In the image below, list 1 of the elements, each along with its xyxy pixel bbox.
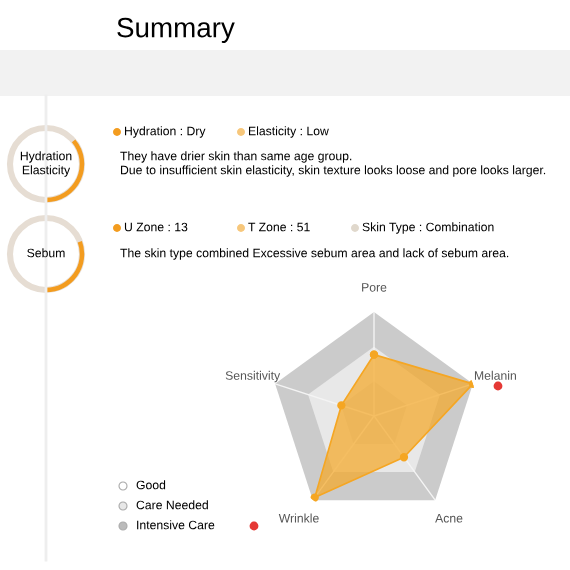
chart-title: Summary [117, 17, 235, 43]
